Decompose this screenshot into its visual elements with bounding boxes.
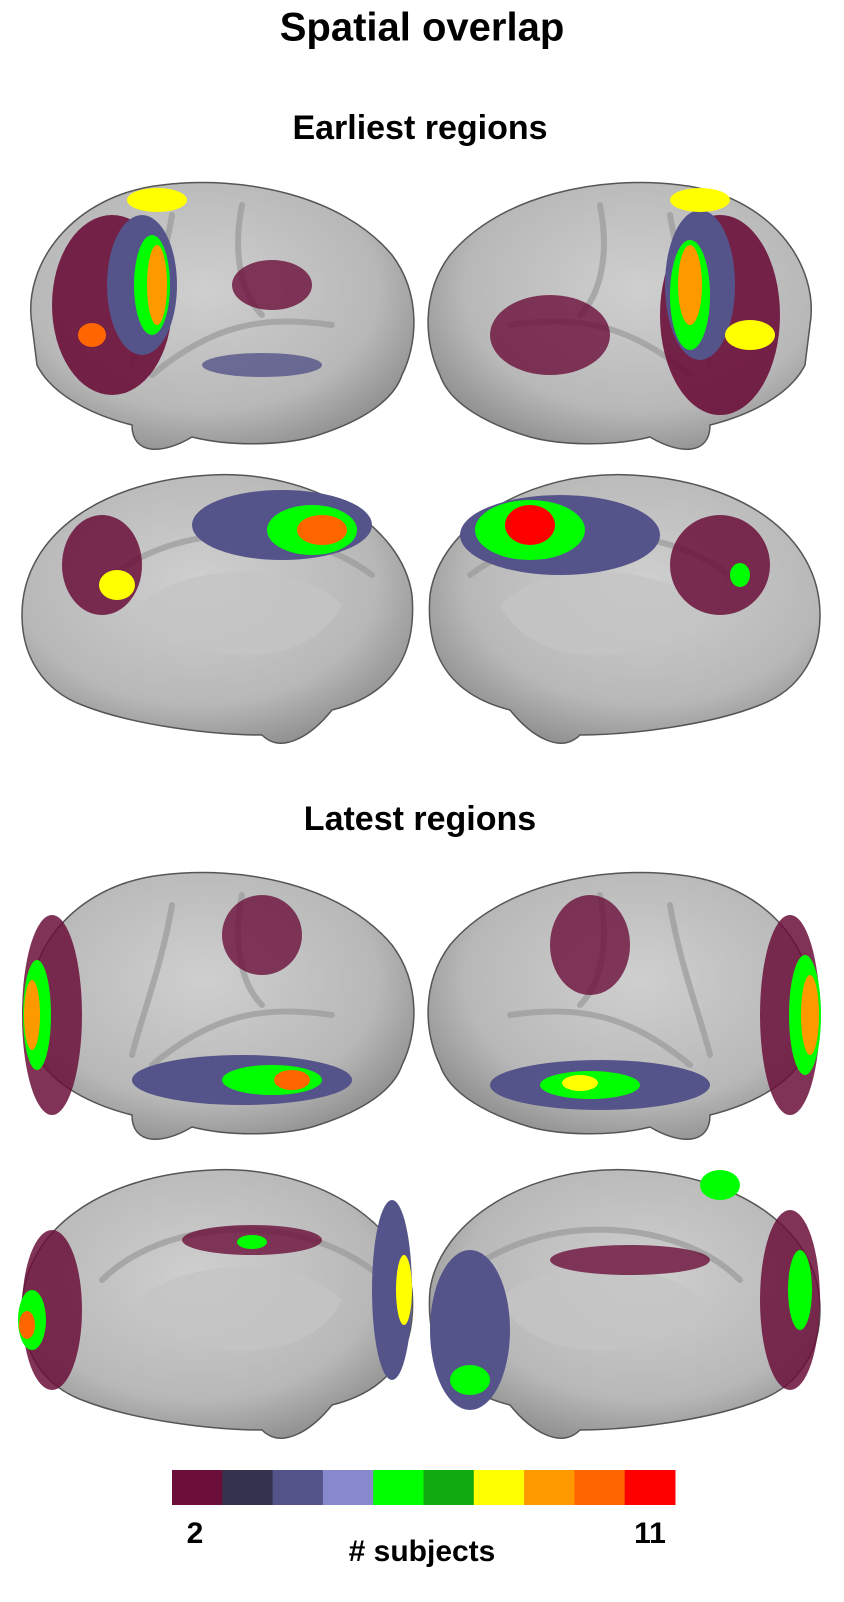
- activation-blob: [24, 980, 40, 1050]
- brain-lateral: [22, 873, 414, 1140]
- colorbar-max: 11: [634, 1517, 666, 1550]
- colorbar-label: # subjects: [349, 1535, 496, 1568]
- activation-blob: [550, 895, 630, 995]
- activation-blob: [725, 320, 775, 350]
- figure: Spatial overlap Earliest regions Latest …: [0, 0, 844, 1602]
- brain-lateral: [31, 183, 414, 450]
- activation-blob: [202, 353, 322, 377]
- activation-blob: [62, 515, 142, 615]
- colorbar-swatch: [323, 1470, 374, 1505]
- activation-blob: [670, 188, 730, 212]
- activation-blob: [700, 1170, 740, 1200]
- colorbar-swatch: [172, 1470, 223, 1505]
- colorbar-swatch: [524, 1470, 575, 1505]
- activation-blob: [237, 1235, 267, 1249]
- colorbar-swatch: [222, 1470, 273, 1505]
- activation-blob: [788, 1250, 812, 1330]
- colorbar-swatch: [474, 1470, 525, 1505]
- activation-blob: [396, 1255, 412, 1325]
- activation-blob: [505, 505, 555, 545]
- section-title: Earliest regions: [292, 109, 547, 147]
- brain-lateral: [428, 183, 811, 450]
- activation-blob: [78, 323, 106, 347]
- colorbar-swatch: [273, 1470, 324, 1505]
- colorbar-swatch: [373, 1470, 424, 1505]
- brain-medial: [429, 1170, 820, 1438]
- activation-blob: [550, 1245, 710, 1275]
- figure-title: Spatial overlap: [280, 6, 565, 50]
- activation-blob: [274, 1070, 310, 1090]
- colorbar-swatch: [625, 1470, 676, 1505]
- activation-blob: [297, 515, 347, 545]
- brain-medial: [22, 475, 413, 743]
- colorbar-min: 2: [187, 1517, 204, 1550]
- section-title: Latest regions: [304, 800, 536, 838]
- activation-blob: [127, 188, 187, 212]
- brain-medial: [18, 1170, 413, 1438]
- activation-blob: [147, 245, 167, 325]
- activation-blob: [562, 1075, 598, 1091]
- brain-lateral: [428, 873, 821, 1140]
- activation-blob: [730, 563, 750, 587]
- activation-blob: [801, 975, 819, 1055]
- colorbar: [172, 1470, 676, 1505]
- activation-blob: [670, 515, 770, 615]
- activation-blob: [490, 295, 610, 375]
- colorbar-swatch: [574, 1470, 625, 1505]
- brain-medial: [429, 475, 820, 743]
- colorbar-swatch: [424, 1470, 475, 1505]
- activation-blob: [19, 1311, 35, 1339]
- activation-blob: [222, 895, 302, 975]
- activation-blob: [450, 1365, 490, 1395]
- activation-blob: [678, 245, 702, 325]
- activation-blob: [232, 260, 312, 310]
- activation-blob: [99, 570, 135, 600]
